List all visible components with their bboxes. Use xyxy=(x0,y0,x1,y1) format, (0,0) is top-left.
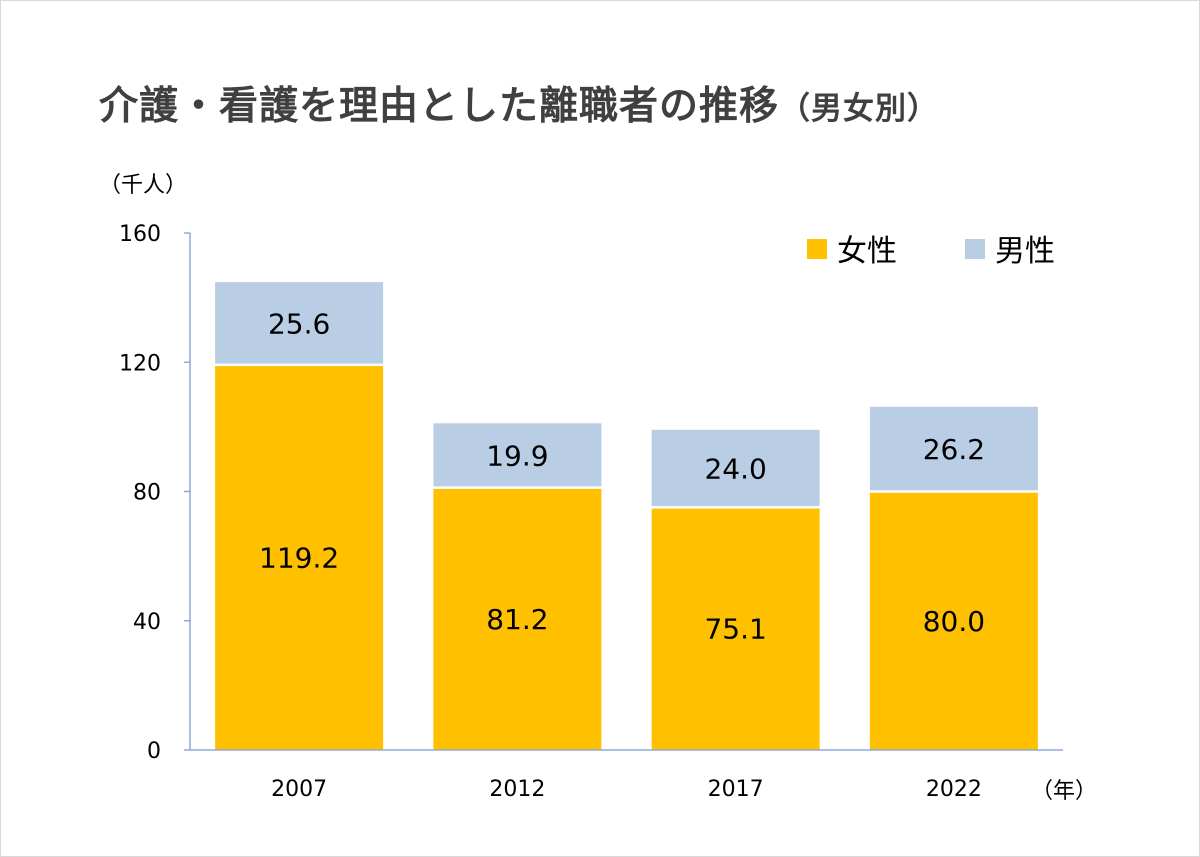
chart-title-suffix: （男女別） xyxy=(779,91,940,127)
data-label: 19.9 xyxy=(486,439,548,472)
bar-segment xyxy=(215,282,384,364)
data-label: 75.1 xyxy=(704,613,766,646)
y-tick-label: 0 xyxy=(147,739,161,764)
data-label: 24.0 xyxy=(704,453,766,486)
y-axis-unit-label: （千人） xyxy=(99,173,188,198)
x-tick-label: 2017 xyxy=(708,777,764,802)
bar-segment xyxy=(433,488,602,750)
legend-swatch xyxy=(965,239,985,259)
bar-segment xyxy=(651,429,820,507)
x-tick-label: 2012 xyxy=(489,777,545,802)
x-axis-unit-label: （年） xyxy=(1031,779,1098,804)
data-label: 25.6 xyxy=(268,307,330,340)
legend-swatch xyxy=(807,239,827,259)
bar-segment xyxy=(433,423,602,487)
chart-title-main: 介護・看護を理由とした離職者の推移 xyxy=(99,84,780,129)
y-tick-label: 80 xyxy=(133,481,161,506)
legend-label: 女性 xyxy=(837,234,897,269)
data-label: 26.2 xyxy=(923,433,985,466)
data-label: 81.2 xyxy=(486,603,548,636)
y-tick-label: 40 xyxy=(133,610,161,635)
data-label: 80.0 xyxy=(923,605,985,638)
legend-label: 男性 xyxy=(995,234,1055,269)
chart-title: 介護・看護を理由とした離職者の推移（男女別） xyxy=(99,75,939,131)
x-tick-label: 2007 xyxy=(271,777,327,802)
y-tick-label: 120 xyxy=(119,351,161,376)
bar-segment xyxy=(651,508,820,750)
x-tick-label: 2022 xyxy=(926,777,982,802)
y-tick-label: 160 xyxy=(119,222,161,247)
bar-segment xyxy=(215,366,384,750)
bar-segment xyxy=(869,492,1038,750)
bar-segment xyxy=(869,406,1038,491)
data-label: 119.2 xyxy=(259,541,339,574)
